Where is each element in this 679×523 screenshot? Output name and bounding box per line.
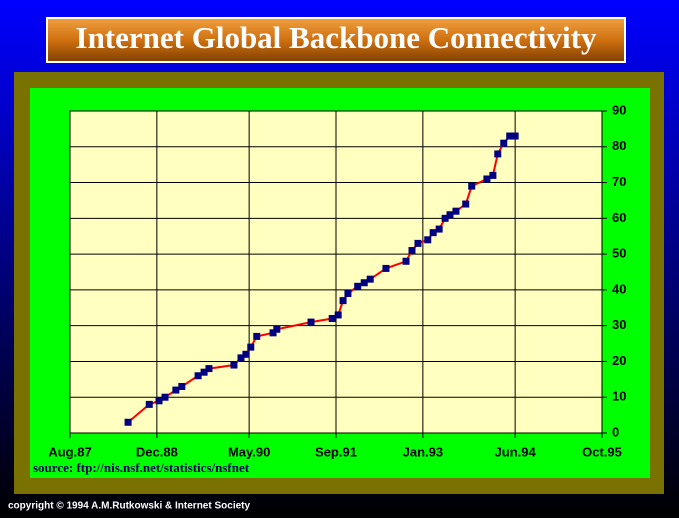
data-point [468,182,476,190]
data-point [247,343,255,351]
source-note: source: ftp://nis.nsf.net/statistics/nsf… [33,460,250,475]
data-point [273,325,281,333]
y-tick-label: 0 [612,424,619,439]
data-point [178,382,186,390]
y-tick-label: 40 [612,281,626,296]
data-point [506,132,514,140]
data-point [500,139,508,147]
data-point [145,400,153,408]
title-box [46,17,626,63]
data-point [483,175,491,183]
data-point [402,257,410,265]
data-point [155,397,163,405]
data-point [339,297,347,305]
data-point [452,207,460,215]
x-tick-label: Sep.91 [315,444,357,459]
data-point [435,225,443,233]
data-point [408,247,416,255]
data-point [354,282,362,290]
y-tick-label: 60 [612,210,626,225]
data-point [334,311,342,319]
y-tick-label: 70 [612,174,626,189]
data-point [172,386,180,394]
x-tick-label: Oct.95 [582,444,622,459]
y-tick-label: 90 [612,102,626,117]
x-tick-label: May.90 [228,444,270,459]
data-point [446,211,454,219]
y-tick-label: 50 [612,246,626,261]
x-tick-label: Jun.94 [495,444,537,459]
data-point [205,365,213,373]
y-tick-label: 10 [612,389,626,404]
data-point [360,279,368,287]
x-tick-label: Aug.87 [48,444,91,459]
data-point [253,332,261,340]
data-point [161,393,169,401]
data-point [382,264,390,272]
data-point [307,318,315,326]
data-point [200,368,208,376]
y-tick-label: 80 [612,138,626,153]
y-tick-label: 20 [612,353,626,368]
data-point [242,350,250,358]
data-point [230,361,238,369]
data-point [366,275,374,283]
data-point [414,239,422,247]
data-point [429,229,437,237]
data-point [344,289,352,297]
data-point [269,329,277,337]
data-point [424,236,432,244]
data-point [441,214,449,222]
y-tick-label: 30 [612,317,626,332]
data-point [494,150,502,158]
data-point [489,171,497,179]
data-point [462,200,470,208]
data-point [124,418,132,426]
data-point [237,354,245,362]
x-tick-label: Dec.88 [136,444,178,459]
data-point [194,372,202,380]
chart-title: Internet Global Backbone Connectivity [76,20,597,55]
data-point [511,132,519,140]
x-tick-label: Jan.93 [403,444,443,459]
data-point [328,315,336,323]
copyright: copyright © 1994 A.M.Rutkowski & Interne… [8,501,250,512]
